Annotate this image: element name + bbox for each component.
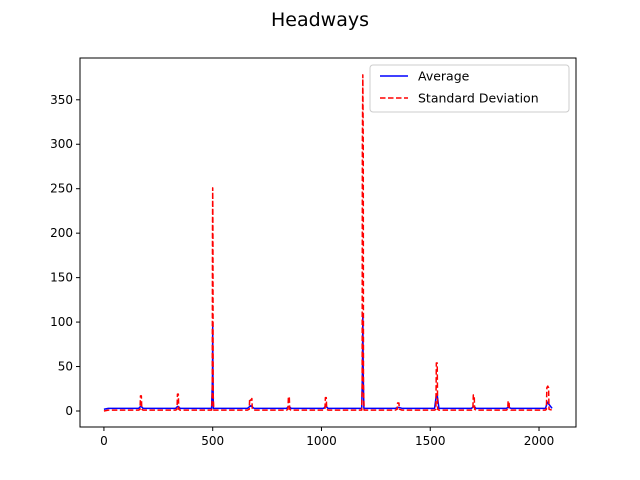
x-tick-label: 0: [100, 434, 108, 448]
y-tick-label: 50: [58, 360, 73, 374]
y-tick-label: 300: [50, 137, 73, 151]
chart-title: Headways: [271, 9, 369, 31]
y-tick-label: 150: [50, 271, 73, 285]
y-tick-label: 100: [50, 315, 73, 329]
y-tick-label: 250: [50, 182, 73, 196]
legend-label: Standard Deviation: [418, 91, 539, 106]
x-tick-label: 2000: [524, 434, 555, 448]
y-tick-label: 200: [50, 226, 73, 240]
legend-label: Average: [418, 69, 470, 84]
x-tick-label: 1000: [306, 434, 337, 448]
x-tick-label: 500: [201, 434, 224, 448]
axes: 0 500 1000 1500 2000 0 50 100 150 200 250 300 350: [50, 93, 554, 448]
y-tick-label: 350: [50, 93, 73, 107]
series-layer: [103, 74, 553, 412]
legend-box: [369, 64, 570, 113]
legend: Average Standard Deviation: [369, 64, 570, 113]
x-tick-label: 1500: [415, 434, 446, 448]
plot-frame: [79, 57, 577, 428]
y-tick-label: 0: [65, 404, 73, 418]
series-line-standard-deviation: [103, 74, 553, 412]
series-line-average: [103, 314, 553, 410]
